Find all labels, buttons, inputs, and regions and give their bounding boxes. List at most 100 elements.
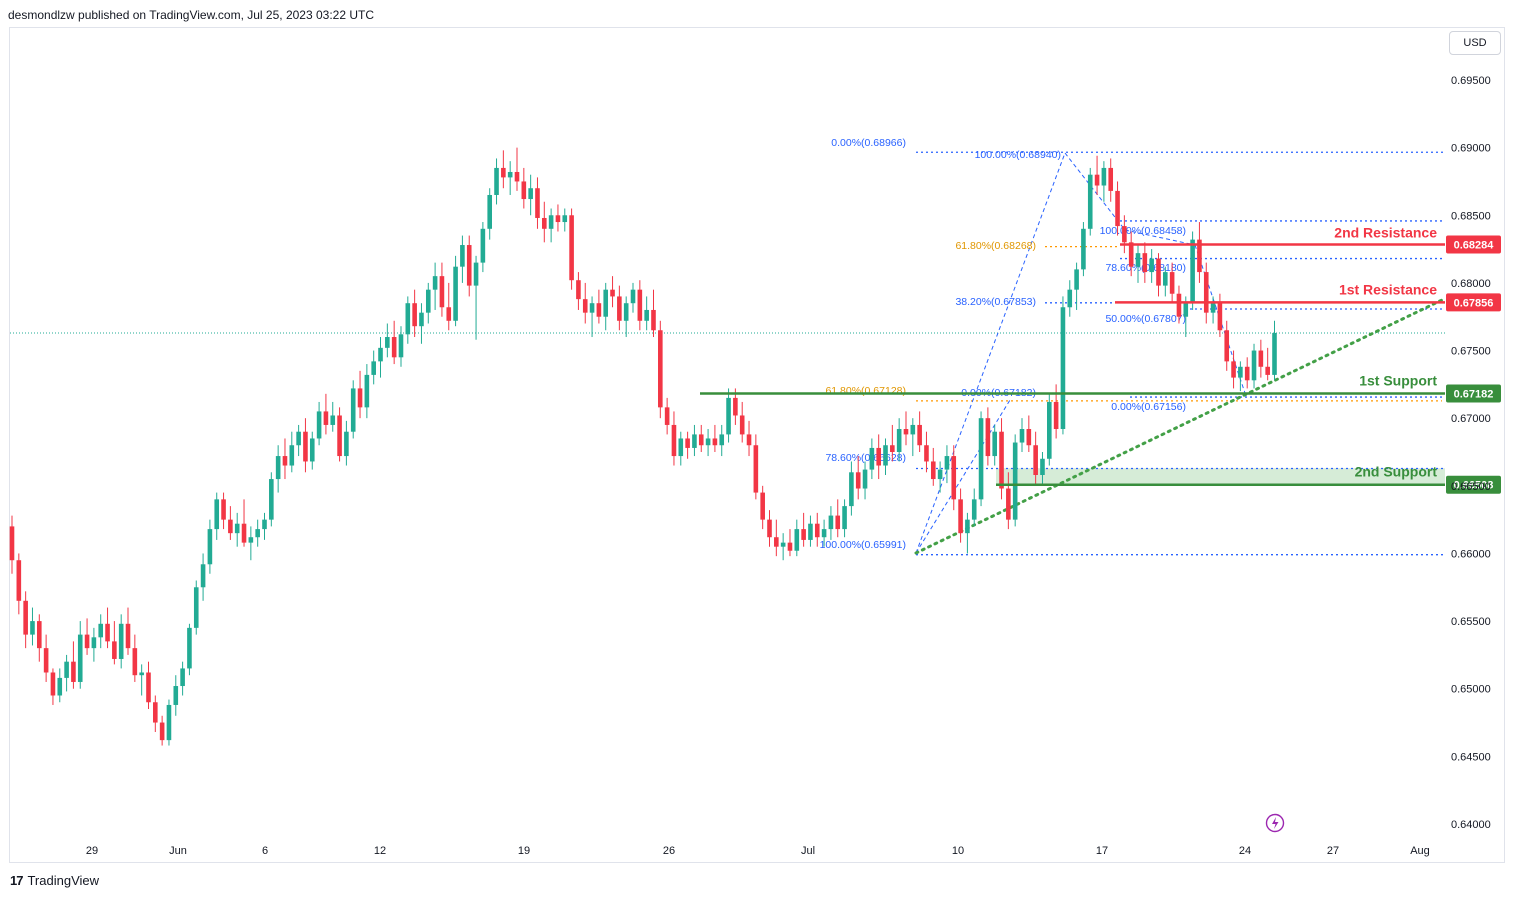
candle — [876, 434, 881, 480]
candle — [337, 407, 342, 462]
candle-body — [1012, 442, 1018, 520]
level-price-text: 0.67182 — [1454, 389, 1494, 401]
candle-body — [187, 627, 192, 669]
candle-body — [228, 519, 233, 534]
fib-label: 78.60%(0.66628) — [825, 452, 906, 464]
candle — [125, 607, 131, 655]
candle — [617, 285, 622, 331]
candle-body — [528, 188, 533, 200]
candle — [501, 150, 506, 189]
candle — [391, 320, 397, 365]
candle-body — [862, 469, 868, 489]
ascending-trendline — [914, 298, 1444, 555]
candle — [193, 580, 199, 635]
candle — [269, 472, 274, 527]
y-tick-label: 0.65500 — [1451, 616, 1491, 628]
candle-body — [1081, 228, 1086, 270]
candle — [1156, 253, 1161, 297]
candle-body — [132, 648, 138, 676]
candle-body — [1176, 293, 1182, 317]
x-tick-label: 6 — [262, 845, 268, 857]
candle — [944, 445, 950, 484]
replay-icon[interactable] — [1265, 813, 1285, 833]
candle-body — [453, 266, 458, 321]
candle — [357, 370, 363, 419]
candle-body — [1115, 190, 1120, 227]
candle — [200, 553, 206, 601]
candle — [1251, 343, 1257, 389]
candle-body — [521, 181, 527, 200]
candle-body — [125, 623, 131, 649]
candle-body — [617, 296, 622, 321]
candle-body — [883, 445, 888, 466]
candle — [466, 235, 472, 297]
candle-body — [269, 479, 274, 520]
candle — [350, 380, 356, 439]
candle-body — [896, 429, 902, 452]
candle-body — [337, 415, 342, 457]
level-name-label: 1st Support — [1359, 373, 1437, 389]
level-price-badge — [1446, 384, 1501, 403]
candle — [1101, 161, 1107, 202]
candle-body — [644, 309, 649, 321]
candle — [1074, 262, 1079, 310]
candle-body — [480, 228, 486, 263]
candle-body — [753, 445, 759, 493]
candle-body — [344, 431, 349, 457]
y-tick-label: 0.67500 — [1451, 346, 1491, 358]
support-resistance-levels: 2nd Resistance 0.68284 1st Resistance 0.678… — [700, 224, 1501, 494]
candle-body — [1101, 167, 1107, 186]
currency-button[interactable]: USD — [1449, 31, 1501, 55]
candle — [405, 296, 411, 344]
candle-body — [971, 499, 977, 520]
candle — [364, 364, 370, 419]
candle — [296, 424, 301, 457]
candle-body — [985, 418, 991, 457]
candle — [439, 262, 445, 317]
candle-body — [1067, 289, 1073, 308]
candle-body — [821, 529, 827, 538]
candle-body — [323, 411, 329, 425]
candle — [173, 675, 179, 716]
candle-body — [1197, 239, 1202, 273]
candle — [801, 512, 806, 547]
candle — [43, 634, 49, 682]
candle-body — [385, 337, 390, 348]
candle — [494, 158, 499, 205]
candle-body — [992, 431, 998, 457]
candle — [248, 526, 254, 561]
candle — [153, 695, 158, 733]
candle-body — [1224, 330, 1230, 362]
candle-body — [166, 704, 172, 741]
candle-body — [275, 456, 281, 480]
candle — [658, 320, 663, 419]
fib-label: 0.00%(0.68966) — [831, 137, 906, 149]
trendlines — [914, 298, 1444, 555]
candle-body — [1156, 258, 1161, 286]
candle — [685, 431, 690, 459]
y-tick-label: 0.64000 — [1451, 819, 1491, 831]
candle-body — [719, 434, 725, 446]
y-tick-label: 0.65000 — [1451, 684, 1491, 696]
candle-body — [760, 492, 765, 520]
candle-body — [350, 388, 356, 432]
candle — [71, 641, 76, 689]
candle — [1142, 242, 1148, 283]
candle-body — [651, 309, 656, 331]
candle — [862, 461, 868, 500]
candle-body — [555, 215, 561, 223]
candle-body — [1060, 307, 1066, 430]
candle-body — [296, 431, 301, 446]
candle — [105, 607, 110, 649]
candle — [282, 438, 288, 480]
candle — [316, 401, 322, 446]
candle — [903, 411, 909, 446]
candle — [1067, 280, 1073, 317]
candle-body — [446, 307, 452, 321]
candle — [30, 607, 35, 646]
candle-body — [937, 469, 943, 480]
candle-body — [596, 303, 602, 317]
fib-label: 61.80%(0.68268) — [955, 240, 1036, 252]
fib-label: 61.80%(0.67128) — [825, 385, 906, 397]
